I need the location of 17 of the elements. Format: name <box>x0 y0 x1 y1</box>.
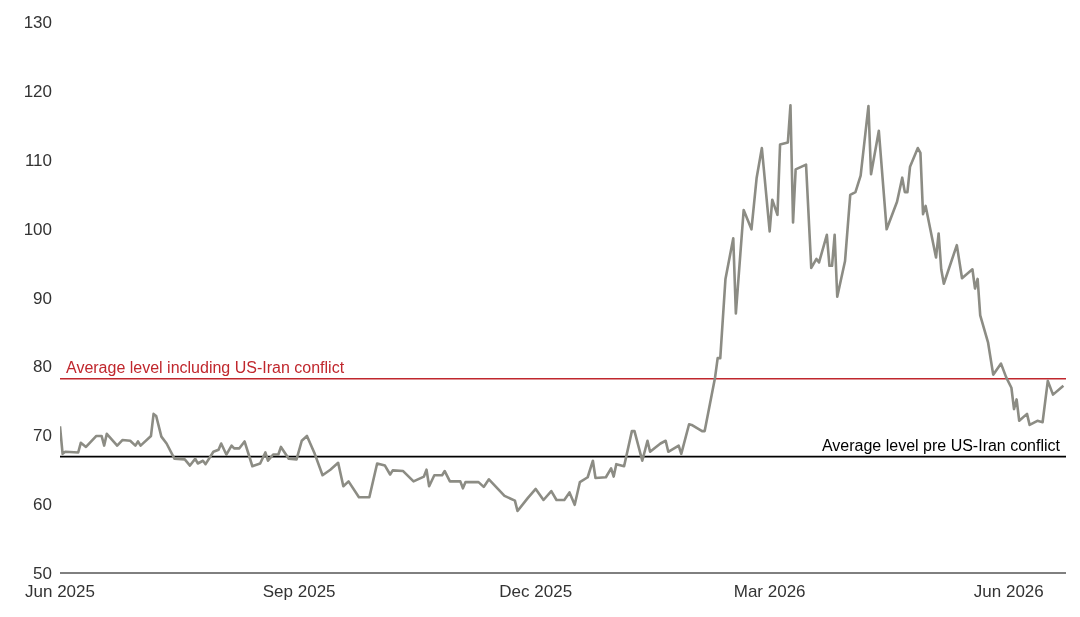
y-tick-label: 80 <box>33 357 52 377</box>
x-tick-label: Dec 2025 <box>499 582 573 602</box>
y-tick-label: 100 <box>23 219 52 239</box>
y-tick-label: 130 <box>23 13 52 33</box>
y-tick-label: 90 <box>33 288 52 308</box>
ref-line-label: Average level pre US-Iran conflict <box>821 436 1061 454</box>
y-tick-label: 60 <box>33 495 52 515</box>
ref-line-label: Average level including US-Iran conflict <box>66 358 345 376</box>
x-tick-label: Mar 2026 <box>733 582 806 602</box>
y-tick-label: 120 <box>23 81 52 101</box>
y-tick-label: 50 <box>33 564 52 584</box>
y-tick-label: 110 <box>24 150 52 170</box>
x-tick-label: Jun 2025 <box>25 582 95 602</box>
line-series <box>60 104 1065 513</box>
x-tick-label: Sep 2025 <box>262 582 336 602</box>
x-tick-label: Jun 2026 <box>973 582 1044 602</box>
y-tick-label: 70 <box>33 426 52 446</box>
